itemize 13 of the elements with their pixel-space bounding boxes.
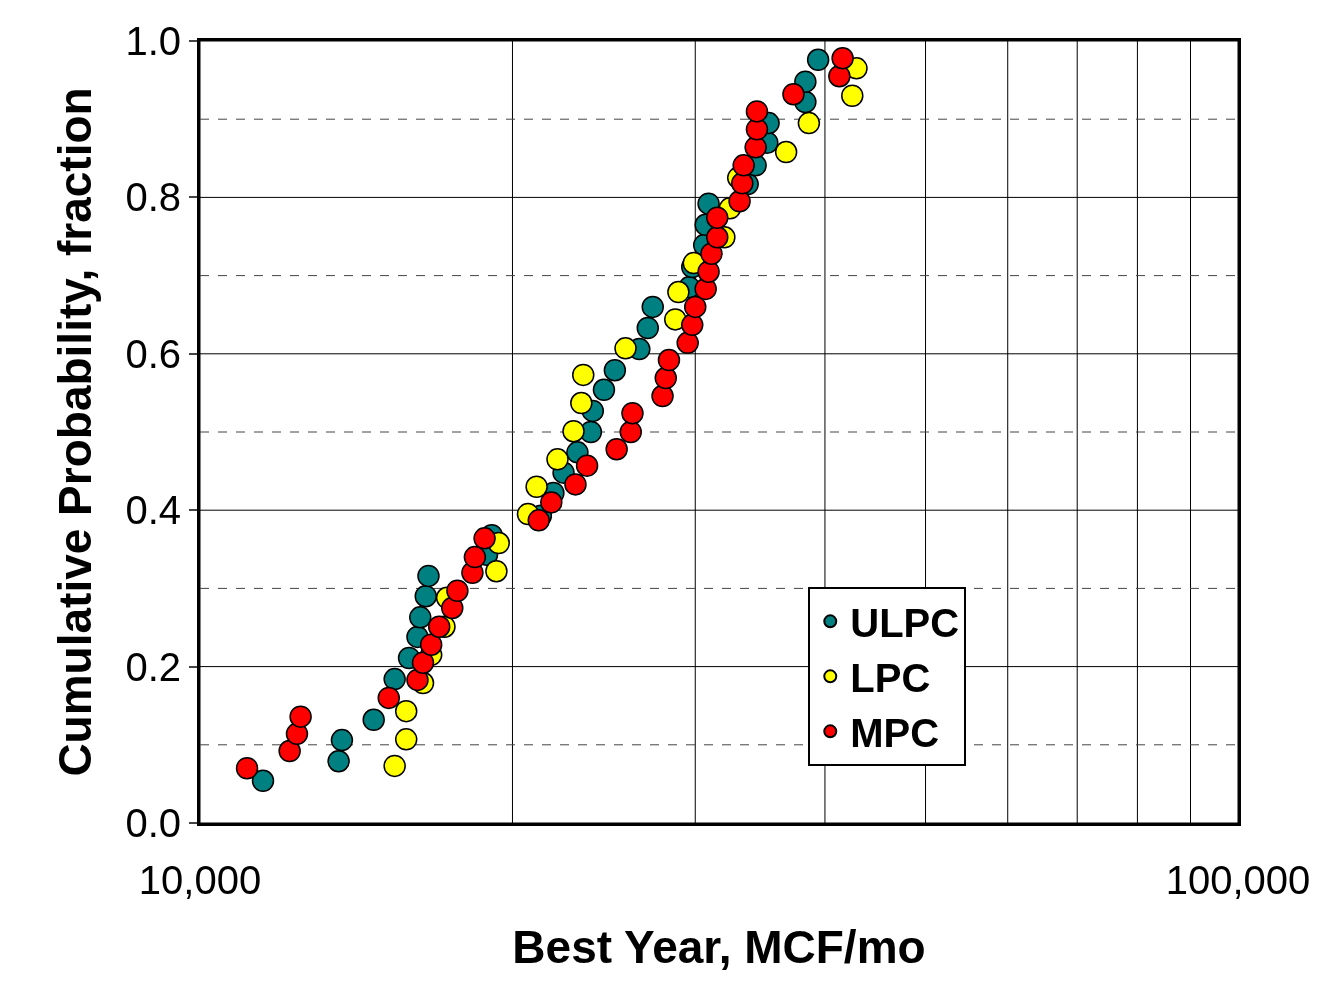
x-axis-title: Best Year, MCF/mo xyxy=(512,920,926,973)
legend-label: LPC xyxy=(850,655,931,700)
x-tick-label: 10,000 xyxy=(138,858,262,902)
legend-label: MPC xyxy=(850,710,940,755)
y-tick-label: 0.6 xyxy=(125,331,181,376)
x-tick-label: 100,000 xyxy=(1165,858,1311,902)
y-axis-title: Cumulative Probability, fraction xyxy=(48,87,101,777)
y-tick-label: 0.0 xyxy=(125,801,181,845)
y-tick-label: 0.4 xyxy=(125,488,181,533)
y-tick-label: 0.8 xyxy=(125,175,181,220)
y-tick-label: 0.2 xyxy=(125,644,181,689)
y-tick-label: 1.0 xyxy=(125,19,181,63)
legend-label: ULPC xyxy=(850,600,960,645)
